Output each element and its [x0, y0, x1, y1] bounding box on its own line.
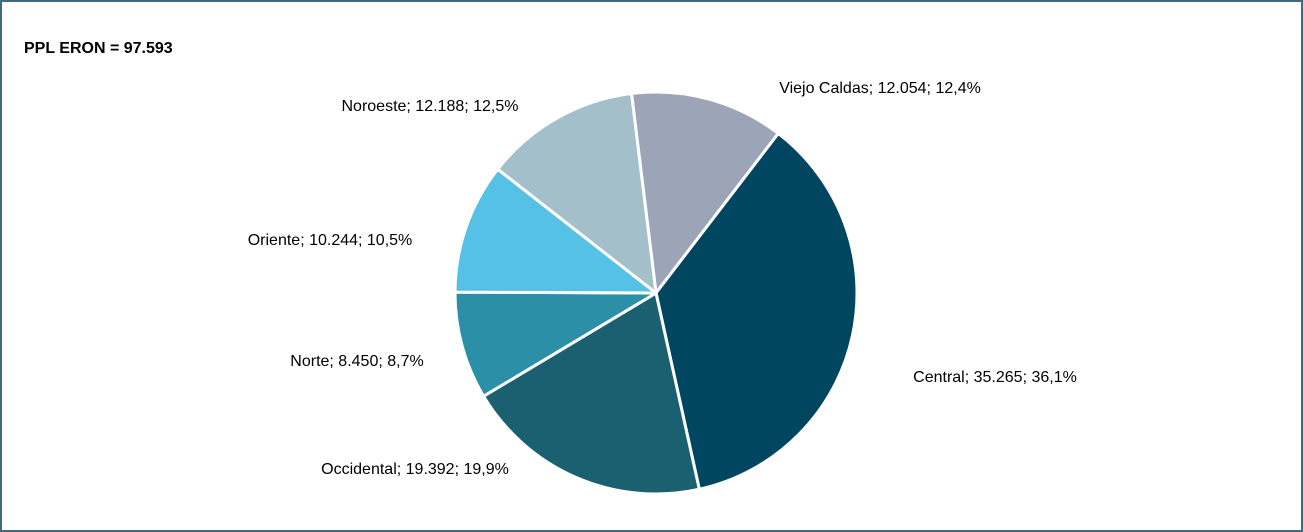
pie-slice: [654, 131, 859, 491]
data-label: Oriente; 10.244; 10,5%: [248, 232, 413, 249]
pie-slice: [496, 91, 658, 295]
data-label: Occidental; 19.392; 19,9%: [321, 461, 509, 478]
data-label: Viejo Caldas; 12.054; 12,4%: [779, 80, 981, 97]
data-label: Norte; 8.450; 8,7%: [290, 353, 423, 370]
data-label: Noroeste; 12.188; 12,5%: [341, 98, 518, 115]
chart-title: PPL ERON = 97.593: [24, 40, 173, 57]
pie-slice: [453, 167, 658, 295]
pie-slice: [482, 291, 701, 496]
pie-slice: [630, 90, 780, 295]
pie-slice: [453, 290, 658, 398]
data-label: Central; 35.265; 36,1%: [913, 369, 1077, 386]
